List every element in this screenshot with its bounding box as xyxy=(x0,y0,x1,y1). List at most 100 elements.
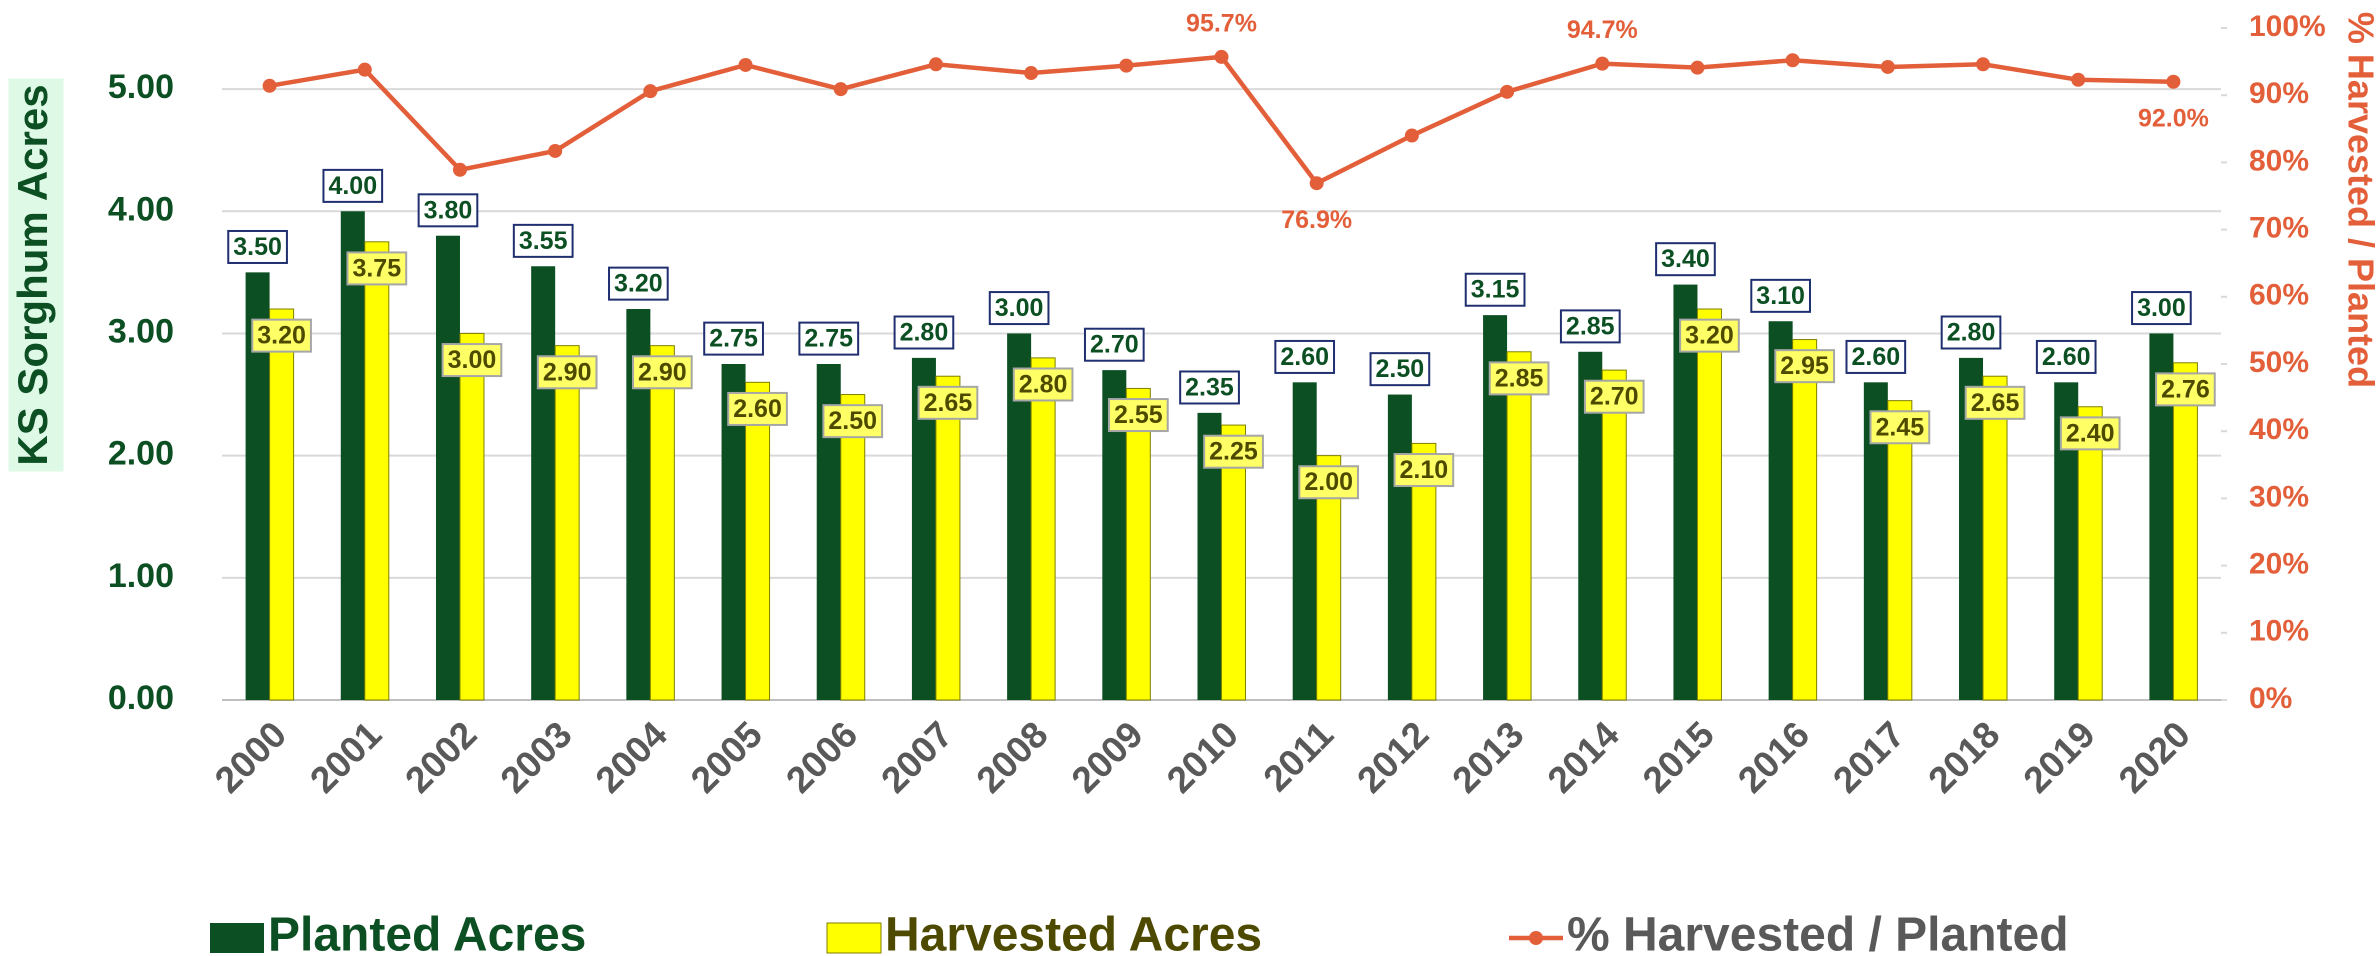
line-marker xyxy=(1690,60,1705,75)
data-label: 2.60 xyxy=(1851,343,1900,371)
data-label-box xyxy=(1393,453,1455,488)
data-label-box xyxy=(1298,465,1360,500)
data-label: 3.20 xyxy=(257,322,306,350)
y2-tick-label: 50% xyxy=(2249,346,2309,379)
data-label: 3.20 xyxy=(614,270,663,298)
bar xyxy=(840,394,866,701)
data-label: 3.40 xyxy=(1661,245,1710,273)
data-label-box xyxy=(1869,410,1931,445)
data-label-box xyxy=(1559,309,1621,344)
x-tick-label: 2003 xyxy=(493,714,580,801)
x-tick-label: 2004 xyxy=(588,713,675,800)
data-label: 2.50 xyxy=(1376,355,1425,383)
data-label-box xyxy=(893,315,955,350)
data-label-box xyxy=(1845,339,1907,374)
data-label: 3.50 xyxy=(233,233,282,261)
data-label-box xyxy=(1012,367,1074,402)
data-label-box xyxy=(322,168,384,203)
data-label: 2.50 xyxy=(828,407,877,435)
y-tick-label: 0.00 xyxy=(108,679,174,717)
line-marker xyxy=(1500,84,1515,99)
x-tick-label: 2005 xyxy=(683,714,770,801)
data-label: 3.00 xyxy=(995,294,1044,322)
data-label: 3.00 xyxy=(448,346,497,374)
y2-axis-title: % Harvested / Planted xyxy=(2340,12,2379,388)
y2-tick-label: 30% xyxy=(2249,480,2309,513)
data-label: 3.00 xyxy=(2137,294,2186,322)
data-label-box xyxy=(2059,416,2121,451)
bar xyxy=(459,332,485,701)
data-label: 2.80 xyxy=(1947,319,1996,347)
data-label-box xyxy=(1107,398,1169,433)
data-label: 2.75 xyxy=(804,325,853,353)
data-label: 4.00 xyxy=(328,172,377,200)
data-label: 2.70 xyxy=(1090,331,1139,359)
data-label-box xyxy=(536,355,598,390)
data-label-box xyxy=(608,266,669,301)
line-data-label: 76.9% xyxy=(1281,206,1352,234)
x-tick-label: 2008 xyxy=(968,714,1055,801)
legend-marker xyxy=(1529,931,1543,945)
data-label: 2.65 xyxy=(924,389,973,417)
legend-swatch xyxy=(210,923,264,953)
data-label: 2.80 xyxy=(1019,371,1068,399)
y-axis-title-background xyxy=(8,78,64,472)
x-tick-label: 2018 xyxy=(1920,714,2007,801)
data-label-box xyxy=(1750,278,1811,313)
line-marker xyxy=(1595,56,1610,71)
bar xyxy=(1768,321,1793,700)
data-label: 2.75 xyxy=(709,325,758,353)
data-label-box xyxy=(1488,361,1550,396)
line-marker xyxy=(2166,74,2181,89)
bar xyxy=(745,381,771,701)
data-label-box xyxy=(1583,379,1645,414)
data-label-box xyxy=(441,343,503,378)
data-label: 3.10 xyxy=(1756,282,1805,310)
line-data-label: 94.7% xyxy=(1567,16,1638,44)
x-tick-label: 2016 xyxy=(1730,714,1817,801)
bar xyxy=(1221,424,1246,701)
x-tick-label: 2014 xyxy=(1540,713,1627,800)
x-tick-label: 2009 xyxy=(1064,714,1151,801)
bar xyxy=(1506,351,1532,701)
bar xyxy=(554,345,580,701)
bar xyxy=(935,375,961,701)
data-label: 2.35 xyxy=(1185,373,1234,401)
data-label: 2.60 xyxy=(733,395,782,423)
line-marker xyxy=(1119,58,1134,73)
bar xyxy=(1982,375,2008,701)
data-label: 2.40 xyxy=(2066,419,2115,447)
bar xyxy=(2172,362,2198,701)
data-label-box xyxy=(1940,315,2002,350)
y2-tick-label: 90% xyxy=(2249,77,2309,110)
legend-label: Planted Acres xyxy=(268,909,586,956)
x-tick-label: 2000 xyxy=(207,714,294,801)
legend-swatch xyxy=(826,922,882,954)
data-label-box xyxy=(1369,352,1431,387)
line-marker xyxy=(2071,72,2086,87)
data-label-box xyxy=(2155,372,2216,407)
data-label-box xyxy=(2131,291,2192,326)
line-data-label: 92.0% xyxy=(2138,104,2209,132)
x-tick-label: 2015 xyxy=(1635,714,1722,801)
line-marker xyxy=(548,143,563,158)
line-marker xyxy=(1024,66,1039,81)
line-marker xyxy=(1404,128,1419,143)
bar xyxy=(1887,400,1913,701)
bar xyxy=(1292,382,1317,700)
data-label-box xyxy=(988,291,1050,326)
data-label: 2.85 xyxy=(1566,312,1615,340)
line-marker xyxy=(262,78,277,93)
data-label: 2.95 xyxy=(1780,352,1829,380)
x-tick-label: 2001 xyxy=(302,714,389,801)
data-label: 2.80 xyxy=(900,319,949,347)
data-label-box xyxy=(1964,385,2026,420)
bar xyxy=(1792,339,1818,701)
data-label-box xyxy=(727,391,788,426)
bar xyxy=(1673,284,1698,700)
y-tick-label: 2.00 xyxy=(108,435,174,473)
line-marker xyxy=(738,57,753,72)
x-tick-label: 2011 xyxy=(1256,714,1342,800)
line-marker xyxy=(1309,176,1324,191)
